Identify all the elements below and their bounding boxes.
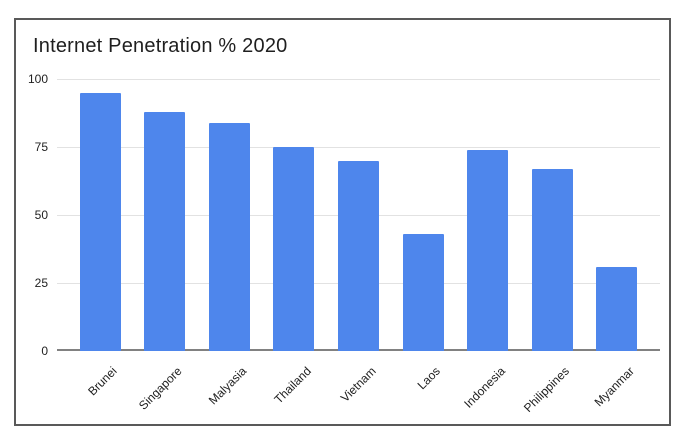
x-label-text: Laos [414, 364, 443, 393]
y-tick-label-25: 25 [34, 276, 48, 290]
y-tick-label-75: 75 [34, 140, 48, 154]
x-label-text: Philippines [521, 364, 573, 415]
bar-brunei [79, 92, 121, 351]
bar-thailand [273, 147, 315, 351]
plot-area [57, 79, 660, 351]
x-label-text: Brunei [85, 364, 120, 399]
gridline-100 [57, 79, 660, 80]
x-label-text: Vietnam [337, 364, 379, 405]
chart-title: Internet Penetration % 2020 [33, 35, 288, 57]
bar-vietnam [337, 160, 379, 351]
x-label-text: Malyasia [205, 364, 250, 408]
y-tick-label-100: 100 [27, 72, 48, 86]
x-label-text: Indonesia [460, 364, 508, 411]
bar-myanmar [596, 266, 638, 351]
x-label-text: Myanmar [591, 364, 637, 410]
y-tick-label-50: 50 [34, 208, 48, 222]
bar-philippines [531, 168, 573, 351]
bar-indonesia [467, 149, 509, 351]
y-tick-label-0: 0 [41, 344, 48, 358]
gridline-75 [57, 147, 660, 148]
chart-frame: Internet Penetration % 2020 0 25 50 75 100 B… [14, 18, 671, 426]
bar-malyasia [208, 122, 250, 351]
x-label-text: Thailand [271, 364, 314, 407]
bar-laos [402, 234, 444, 351]
x-label-text: Singapore [135, 364, 185, 413]
bar-singapore [144, 111, 186, 351]
